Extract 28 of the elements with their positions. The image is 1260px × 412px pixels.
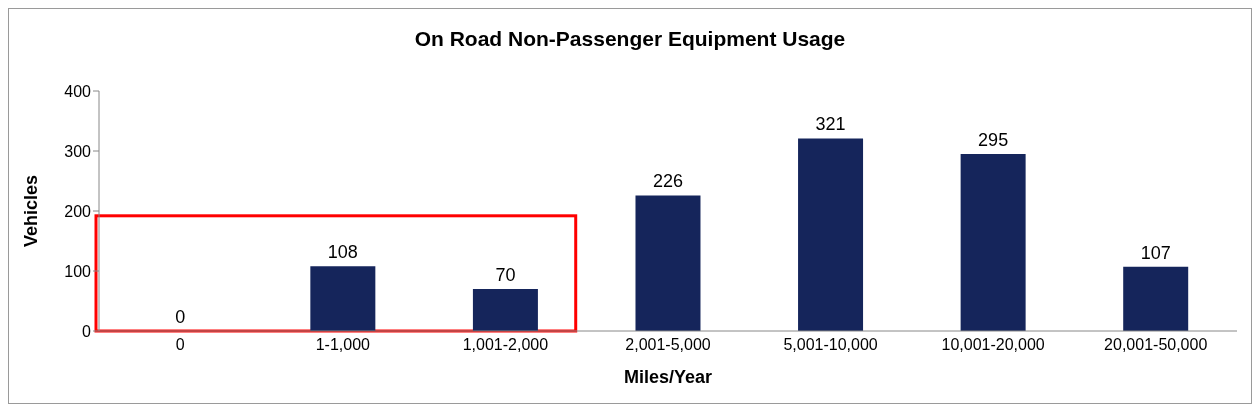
x-tick-label: 2,001-5,000 — [625, 336, 711, 354]
x-tick-label: 1,001-2,000 — [462, 336, 549, 354]
y-tick-label: 0 — [82, 322, 92, 340]
data-label: 295 — [978, 130, 1009, 150]
bar — [310, 266, 376, 331]
bar — [960, 154, 1026, 331]
data-label: 0 — [175, 307, 186, 327]
data-label: 107 — [1140, 242, 1171, 263]
chart-title: On Road Non-Passenger Equipment Usage — [413, 27, 847, 51]
bar — [1123, 266, 1189, 331]
data-label: 226 — [652, 171, 684, 192]
bar — [798, 138, 864, 331]
y-tick-label: 100 — [64, 262, 92, 280]
x-tick-label: 5,001-10,000 — [783, 336, 878, 354]
y-axis-title: Vehicles — [21, 174, 42, 248]
y-tick-label: 300 — [64, 142, 92, 160]
y-tick-label: 400 — [64, 82, 92, 100]
x-tick-label: 0 — [175, 336, 185, 354]
data-label: 70 — [495, 265, 516, 285]
data-label: 108 — [327, 242, 358, 263]
bar — [472, 289, 538, 331]
data-label: 321 — [815, 114, 846, 135]
x-tick-label: 20,001-50,000 — [1104, 336, 1208, 354]
y-tick-label: 200 — [64, 202, 92, 220]
x-tick-label: 1-1,000 — [315, 336, 371, 354]
x-tick-label: 10,001-20,000 — [941, 336, 1045, 354]
bar — [635, 195, 701, 331]
x-axis-title: Miles/Year — [623, 367, 713, 387]
